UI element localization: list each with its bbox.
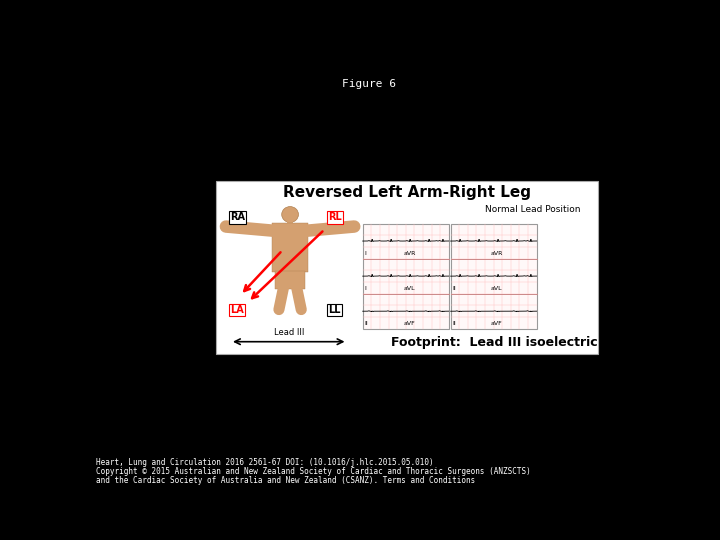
FancyBboxPatch shape (275, 271, 305, 289)
Text: Figure 6: Figure 6 (342, 79, 396, 89)
Text: Reversed Left Arm-Right Leg: Reversed Left Arm-Right Leg (283, 185, 531, 200)
FancyBboxPatch shape (451, 224, 536, 329)
Text: aVF: aVF (491, 321, 503, 326)
Text: Normal Lead Position: Normal Lead Position (485, 205, 580, 214)
Text: aVF: aVF (403, 321, 415, 326)
Text: aVR: aVR (403, 251, 415, 256)
Text: aVL: aVL (491, 286, 503, 291)
Text: aVL: aVL (403, 286, 415, 291)
Text: RA: RA (230, 212, 245, 222)
Ellipse shape (282, 207, 299, 222)
Text: Copyright © 2015 Australian and New Zealand Society of Cardiac and Thoracic Surg: Copyright © 2015 Australian and New Zeal… (96, 467, 531, 476)
FancyBboxPatch shape (287, 217, 294, 223)
Text: Footprint:  Lead III isoelectric: Footprint: Lead III isoelectric (391, 336, 598, 349)
Text: and the Cardiac Society of Australia and New Zealand (CSANZ). Terms and Conditio: and the Cardiac Society of Australia and… (96, 476, 474, 485)
Text: II: II (364, 321, 368, 326)
FancyBboxPatch shape (215, 181, 598, 354)
Text: I: I (364, 251, 366, 256)
FancyBboxPatch shape (363, 224, 449, 329)
Text: LA: LA (230, 305, 244, 315)
Text: aVR: aVR (491, 251, 503, 256)
Text: II: II (452, 286, 456, 291)
Text: RL: RL (328, 212, 342, 222)
Text: II: II (452, 321, 456, 326)
Text: I: I (364, 286, 366, 291)
FancyBboxPatch shape (272, 223, 308, 272)
Text: Lead III: Lead III (274, 328, 304, 337)
Text: Heart, Lung and Circulation 2016 2561-67 DOI: (10.1016/j.hlc.2015.05.010): Heart, Lung and Circulation 2016 2561-67… (96, 458, 433, 467)
Text: LL: LL (328, 305, 341, 315)
